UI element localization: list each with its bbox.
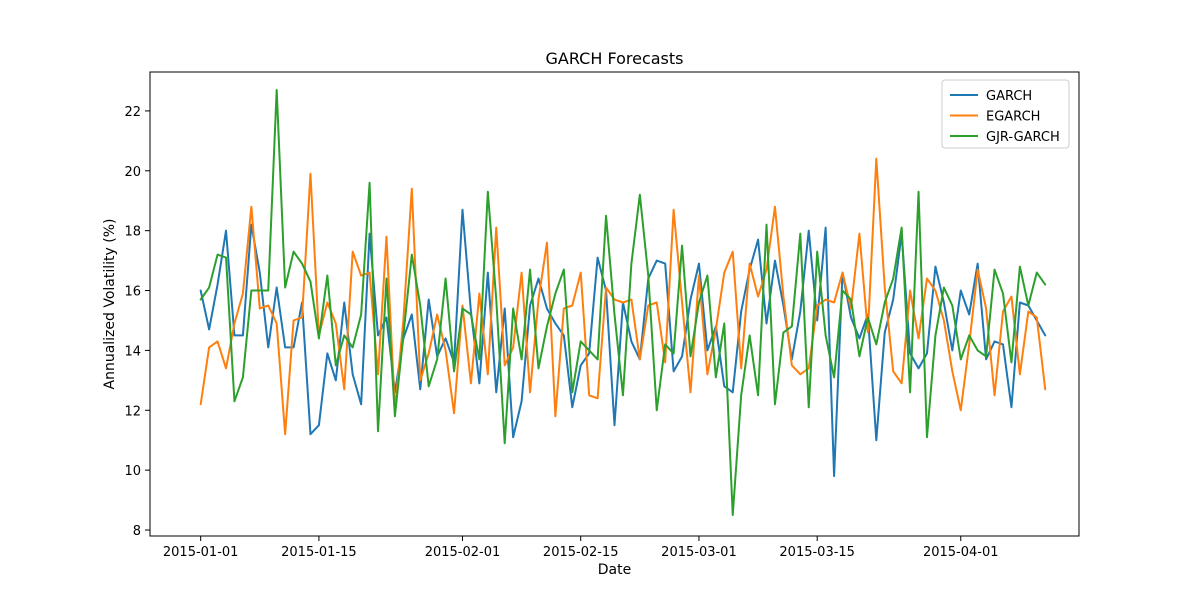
y-tick-label: 8: [133, 524, 141, 539]
series-layer: [199, 88, 1047, 517]
y-axis-label: Annualized Volatility (%): [102, 219, 118, 390]
y-axis: 8 10 12 14 16 18 20 22: [124, 105, 150, 539]
plot-frame: [149, 71, 1080, 537]
y-tick-label: 14: [124, 344, 141, 359]
x-axis: 2015-01-01 2015-01-15 2015-02-01 2015-02-15…: [163, 536, 999, 560]
y-tick-label: 18: [124, 225, 141, 240]
y-tick-label: 20: [124, 165, 141, 180]
x-tick-label: 2015-02-01: [425, 545, 501, 560]
series-line-egarch: [199, 157, 1047, 436]
x-tick-label: 2015-01-01: [163, 545, 239, 560]
legend: GARCH EGARCH GJR-GARCH: [941, 79, 1070, 149]
legend-label: GJR-GARCH: [986, 130, 1060, 145]
x-axis-label: Date: [598, 562, 631, 578]
x-tick-label: 2015-03-01: [661, 545, 737, 560]
legend-box: [941, 79, 1070, 149]
y-tick-label: 16: [124, 285, 141, 300]
x-tick-label: 2015-01-15: [281, 545, 357, 560]
legend-label: EGARCH: [986, 110, 1040, 125]
y-tick-label: 12: [124, 404, 141, 419]
y-tick-label: 10: [124, 464, 141, 479]
chart-title: GARCH Forecasts: [546, 49, 684, 68]
legend-label: GARCH: [986, 89, 1032, 104]
series-line-gjr-garch: [199, 88, 1047, 517]
x-tick-label: 2015-02-15: [543, 545, 619, 560]
x-tick-label: 2015-04-01: [923, 545, 999, 560]
x-tick-label: 2015-03-15: [779, 545, 855, 560]
y-tick-label: 22: [124, 105, 141, 120]
